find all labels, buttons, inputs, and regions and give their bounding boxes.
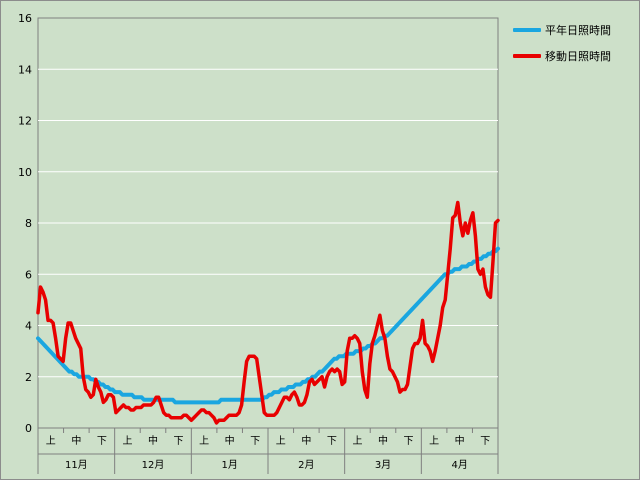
x-month-label: 2月 [298, 459, 314, 471]
x-dekad-label: 中 [301, 434, 311, 447]
series-line-normal-sunshine [36, 246, 500, 405]
x-dekad-label: 下 [97, 436, 107, 447]
y-tick-label: 6 [25, 268, 32, 281]
legend: 平年日照時間 移動日照時間 [513, 17, 611, 69]
x-dekad-label: 上 [122, 435, 132, 447]
x-month-label: 3月 [375, 459, 391, 471]
legend-label-moving: 移動日照時間 [545, 50, 611, 63]
legend-item-normal: 平年日照時間 [513, 17, 611, 43]
x-dekad-label: 下 [250, 436, 260, 447]
x-dekad-label: 中 [148, 434, 158, 447]
x-dekad-label: 上 [199, 435, 209, 447]
y-tick-label: 4 [25, 320, 32, 333]
x-month-label: 1月 [221, 459, 237, 471]
y-tick-label: 12 [18, 115, 32, 128]
y-tick-label: 10 [18, 166, 32, 179]
x-dekad-label: 下 [174, 436, 184, 447]
y-axis: 0 2 4 6 8 10 12 14 16 [18, 12, 32, 435]
y-tick-label: 14 [18, 63, 32, 76]
legend-item-moving: 移動日照時間 [513, 43, 611, 69]
y-tick-label: 0 [25, 422, 32, 435]
legend-label-normal: 平年日照時間 [545, 24, 611, 37]
x-dekad-label: 中 [71, 434, 81, 447]
x-dekad-label: 中 [225, 434, 235, 447]
x-dekad-label: 下 [327, 436, 337, 447]
legend-swatch-moving [513, 54, 541, 58]
x-month-label: 11月 [65, 459, 88, 471]
x-dekad-label: 上 [46, 435, 56, 447]
x-dekad-label: 上 [276, 435, 286, 447]
x-month-label: 12月 [142, 459, 165, 471]
y-tick-label: 8 [25, 217, 32, 230]
x-dekad-label: 中 [378, 434, 388, 447]
x-dekad-label: 上 [352, 435, 362, 447]
x-dekad-label: 中 [455, 434, 465, 447]
series-layer [36, 200, 500, 425]
y-tick-label: 16 [18, 12, 32, 25]
x-dekad-label: 下 [480, 436, 490, 447]
legend-swatch-normal [513, 28, 541, 32]
x-axis: 上中下11月上中下12月上中下1月上中下2月上中下3月上中下4月 [37, 427, 499, 474]
x-month-label: 4月 [451, 459, 467, 471]
x-dekad-label: 下 [404, 436, 414, 447]
series-line-moving-sunshine [36, 200, 500, 425]
y-tick-label: 2 [25, 371, 32, 384]
x-dekad-label: 上 [429, 435, 439, 447]
